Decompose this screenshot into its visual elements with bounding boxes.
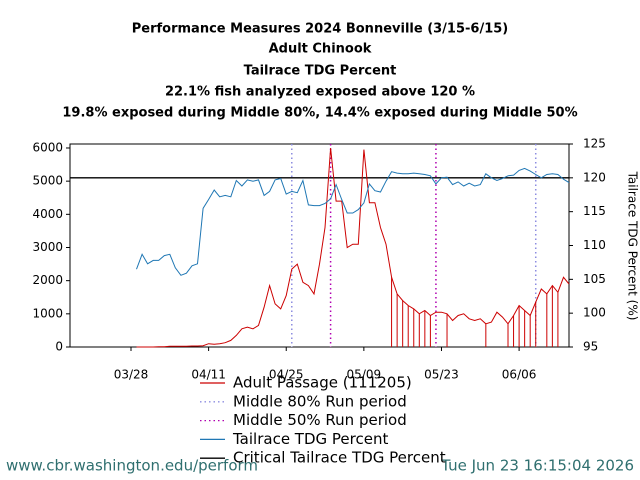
- legend-label: Middle 50% Run period: [233, 411, 407, 429]
- x-tick-label: 04/25: [269, 368, 304, 382]
- series-line: [136, 147, 570, 348]
- footer-date: Tue Jun 23 16:15:04 2026: [440, 457, 634, 475]
- y2-tick-label: 95: [583, 340, 598, 354]
- y2-tick-label: 100: [583, 306, 606, 320]
- chart-title: 22.1% fish analyzed exposed above 120 %: [165, 85, 475, 100]
- x-tick-label: 03/28: [114, 368, 149, 382]
- y2-tick-label: 120: [583, 170, 606, 184]
- y-tick-label: 5000: [32, 174, 63, 188]
- y2-tick-label: 125: [583, 137, 606, 151]
- y2-axis-label: Tailrace TDG Percent (%): [626, 171, 640, 321]
- legend-label: Critical Tailrace TDG Percent: [233, 449, 446, 467]
- chart-title: Tailrace TDG Percent: [244, 64, 397, 79]
- y2-tick-label: 105: [583, 272, 606, 286]
- y-tick-label: 4000: [32, 207, 63, 221]
- y-tick-label: 3000: [32, 240, 63, 254]
- y-tick-label: 6000: [32, 140, 63, 154]
- legend-label: Adult Passage (111205): [233, 374, 412, 392]
- chart-title: Performance Measures 2024 Bonneville (3/…: [132, 22, 509, 37]
- y-tick-label: 2000: [32, 273, 63, 287]
- footer-url: www.cbr.washington.edu/perform: [6, 457, 258, 475]
- x-tick-label: 06/06: [502, 368, 537, 382]
- x-tick-label: 04/11: [191, 368, 226, 382]
- x-tick-label: 05/09: [347, 368, 382, 382]
- series-line: [136, 167, 570, 276]
- chart-title: 19.8% exposed during Middle 80%, 14.4% e…: [62, 106, 577, 121]
- legend-label: Middle 80% Run period: [233, 392, 407, 410]
- x-tick-label: 05/23: [424, 368, 459, 382]
- y2-tick-label: 110: [583, 238, 606, 252]
- y-tick-label: 0: [55, 340, 63, 354]
- chart-title: Adult Chinook: [269, 42, 372, 57]
- y2-tick-label: 115: [583, 204, 606, 218]
- legend-label: Tailrace TDG Percent: [232, 430, 388, 448]
- y-tick-label: 1000: [32, 306, 63, 320]
